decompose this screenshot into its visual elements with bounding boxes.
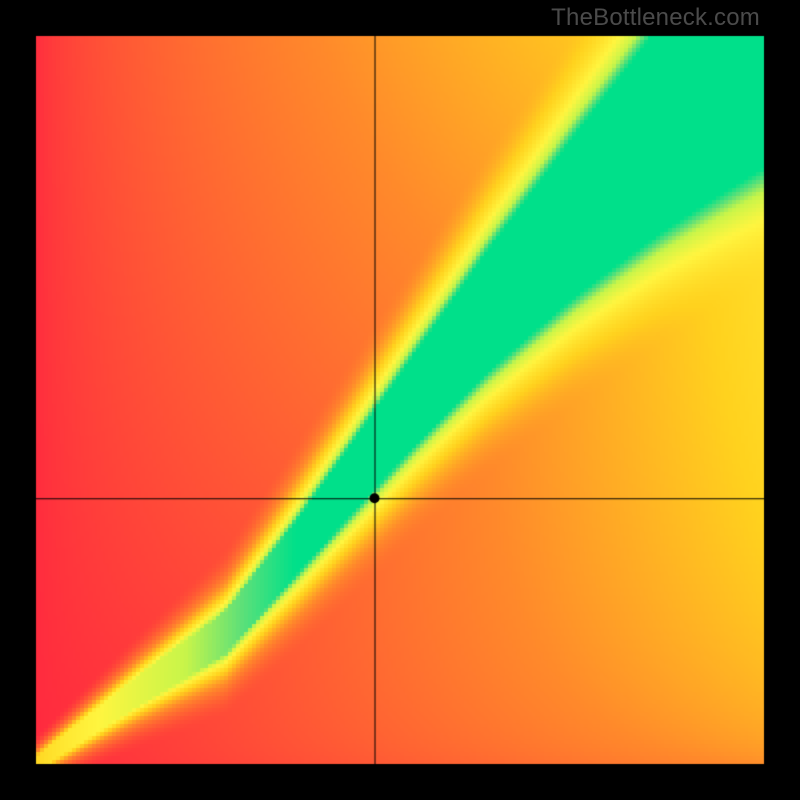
bottleneck-heatmap (0, 0, 800, 800)
chart-frame: TheBottleneck.com (0, 0, 800, 800)
watermark-text: TheBottleneck.com (551, 4, 760, 32)
